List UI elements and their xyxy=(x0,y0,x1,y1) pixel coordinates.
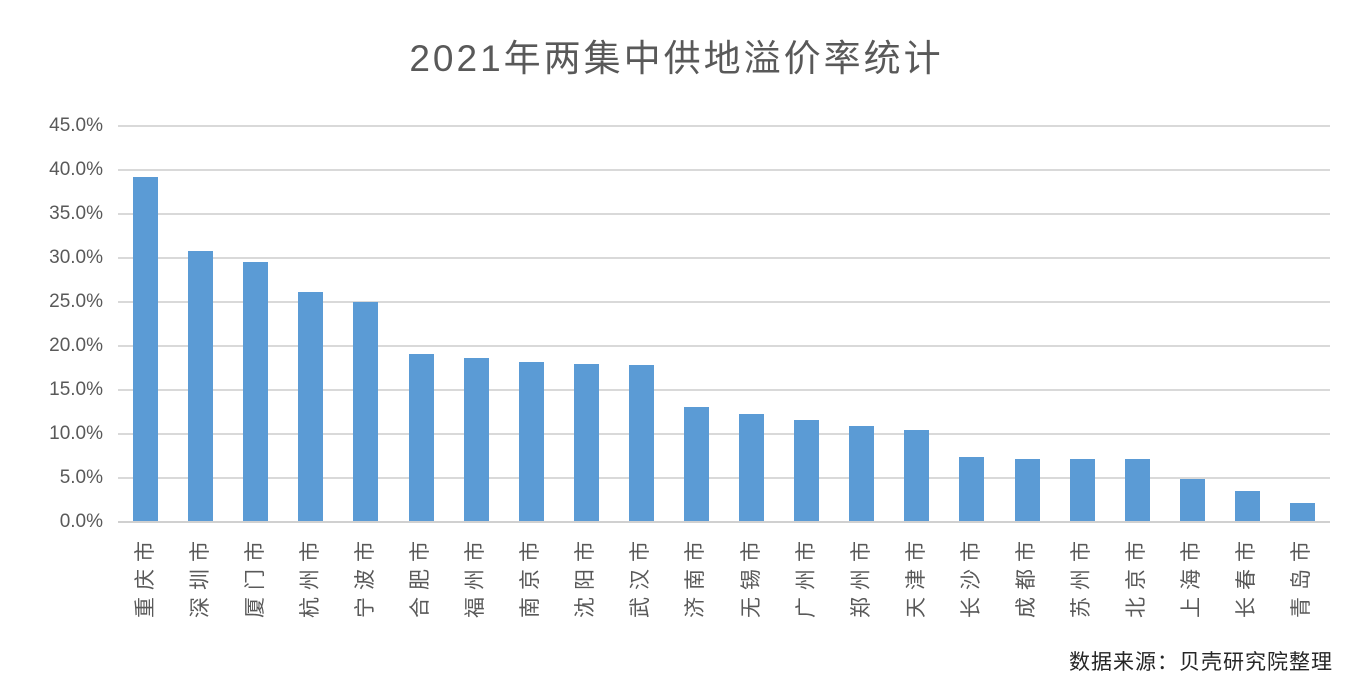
gridline xyxy=(118,345,1330,347)
bar-郑州市 xyxy=(849,425,875,521)
source-note: 数据来源：贝壳研究院整理 xyxy=(1069,651,1333,674)
gridline xyxy=(118,301,1330,303)
x-tick-label: 济南市 xyxy=(684,534,708,618)
bar-合肥市 xyxy=(408,353,434,521)
y-tick-label: 40.0% xyxy=(49,159,103,180)
x-tick-label: 沈阳市 xyxy=(574,534,598,618)
x-tick-label: 成都市 xyxy=(1015,534,1038,618)
x-tick-label: 无锡市 xyxy=(739,534,763,618)
y-tick-label: 45.0% xyxy=(49,115,103,136)
bar-无锡市 xyxy=(739,413,765,521)
x-tick-label: 武汉市 xyxy=(629,534,653,618)
y-tick-label: 0.0% xyxy=(59,511,103,532)
x-tick-label: 重庆市 xyxy=(133,534,157,618)
bar-深圳市 xyxy=(188,250,214,521)
y-tick-label: 20.0% xyxy=(49,335,103,356)
x-tick-label: 天津市 xyxy=(904,534,928,618)
gridline xyxy=(118,169,1330,171)
bar-重庆市 xyxy=(133,176,159,521)
gridline xyxy=(118,389,1330,391)
y-tick-label: 25.0% xyxy=(49,291,103,312)
gridline xyxy=(118,125,1330,127)
plot-area: 45.0% 40.0% 35.0% 30.0% 25.0% 20.0% 15.0% 10.0%… xyxy=(49,115,1330,618)
bar-南京市 xyxy=(518,361,544,521)
bar-长沙市 xyxy=(959,456,985,521)
bar-长春市 xyxy=(1234,491,1260,521)
x-tick-label: 福州市 xyxy=(464,534,488,618)
x-tick-label: 长沙市 xyxy=(959,534,983,618)
bar-北京市 xyxy=(1124,458,1150,521)
gridline xyxy=(118,477,1330,479)
bar-厦门市 xyxy=(243,262,269,521)
bar-成都市 xyxy=(1014,458,1040,521)
x-tick-label: 深圳市 xyxy=(188,534,212,618)
bar-杭州市 xyxy=(298,292,324,521)
x-tick-label: 厦门市 xyxy=(243,534,267,618)
gridline xyxy=(118,521,1330,523)
bar-上海市 xyxy=(1179,478,1205,521)
x-tick-label: 长春市 xyxy=(1235,534,1259,618)
x-tick-label: 郑州市 xyxy=(849,534,873,618)
x-tick-label: 宁波市 xyxy=(353,534,377,618)
bar-济南市 xyxy=(683,407,709,521)
x-tick-label: 南京市 xyxy=(519,534,543,618)
gridline xyxy=(118,213,1330,215)
bar-苏州市 xyxy=(1069,458,1095,521)
y-tick-label: 10.0% xyxy=(49,423,103,444)
bar-武汉市 xyxy=(628,365,654,521)
gridline xyxy=(118,433,1330,435)
x-tick-label: 北京市 xyxy=(1125,534,1149,618)
y-tick-label: 35.0% xyxy=(49,203,103,224)
x-tick-label: 合肥市 xyxy=(409,534,432,618)
y-tick-label: 15.0% xyxy=(49,379,103,400)
x-tick-label: 上海市 xyxy=(1180,534,1204,618)
bar-天津市 xyxy=(904,430,930,521)
bar-福州市 xyxy=(463,358,489,521)
x-tick-label: 苏州市 xyxy=(1070,534,1094,618)
chart-title: 2021年两集中供地溢价率统计 xyxy=(409,38,944,79)
x-tick-label: 广州市 xyxy=(794,534,818,618)
bar-青岛市 xyxy=(1289,503,1315,521)
gridline xyxy=(118,257,1330,259)
y-tick-label: 5.0% xyxy=(59,467,103,488)
x-tick-label: 青岛市 xyxy=(1290,534,1314,618)
bar-广州市 xyxy=(794,419,820,521)
bar-沈阳市 xyxy=(573,364,599,521)
y-tick-label: 30.0% xyxy=(49,247,103,268)
x-tick-label: 杭州市 xyxy=(298,534,322,618)
bar-宁波市 xyxy=(353,301,379,521)
